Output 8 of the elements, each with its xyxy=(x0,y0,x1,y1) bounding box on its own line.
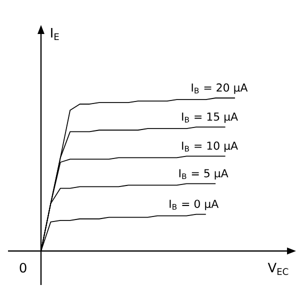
series-label: I$_{B}$ = 20 μA xyxy=(192,83,248,94)
x-axis-title: V$_{EC}$ xyxy=(268,262,288,275)
series-label: I$_{B}$ = 10 μA xyxy=(182,142,238,152)
series-label: I$_{B}$ = 15 μA xyxy=(182,112,238,123)
series-label: I$_{B}$ = 0 μA xyxy=(170,200,219,210)
y-axis-title: I$_{E}$ xyxy=(51,28,59,40)
text: 0 xyxy=(20,262,26,273)
series-label: I$_{B}$ = 5 μA xyxy=(179,169,228,180)
